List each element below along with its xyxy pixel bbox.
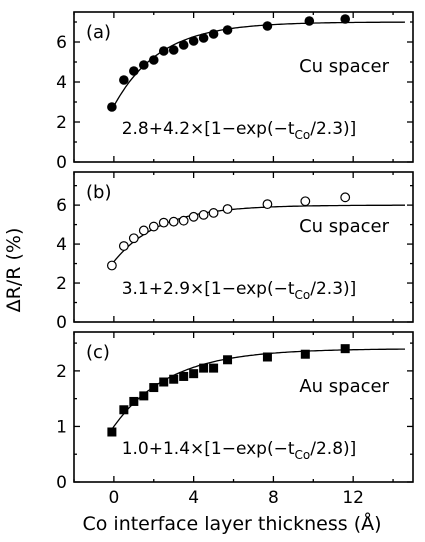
data-point [158,217,169,228]
x-tick-label: 4 [188,488,199,508]
data-point [179,371,189,381]
fit-formula-tail: /2.3)] [310,119,356,139]
data-point [138,225,149,236]
spacer-label: Cu spacer [299,216,390,237]
data-point [262,199,273,210]
data-point [222,204,233,214]
data-point [188,36,199,46]
fit-formula: 3.1+2.9×[1−exp(−tCo/2.3)] [122,279,357,302]
data-point [262,352,272,362]
data-point [139,391,149,401]
data-point [169,374,179,384]
data-point [149,383,159,393]
x-tick-label: 12 [342,488,364,508]
y-tick-label: 1 [56,417,67,437]
data-point [300,349,310,359]
data-point [107,427,117,437]
fit-formula-tail: /2.3)] [310,279,356,299]
panel-label: (a) [86,22,111,43]
data-point [222,25,233,35]
panel-c: 0 1 2 (c) Au spacer 1.0+1.4×[1−exp(−tCo/2.8)] [56,331,414,493]
y-tick-label: 6 [56,33,67,53]
data-point [198,33,209,43]
spacer-label: Cu spacer [299,56,390,77]
panel-label: (b) [86,182,111,203]
data-point [159,377,169,387]
panel-label: (c) [86,342,110,363]
data-point [148,55,159,65]
y-tick-label: 0 [56,473,67,493]
data-point [148,221,159,232]
y-tick-label: 4 [56,235,67,255]
y-tick-label: 4 [56,73,67,93]
data-point [129,396,139,406]
data-point [340,192,351,203]
data-point [168,45,179,55]
fit-formula-subscript: Co [295,288,311,302]
y-tick-label: 0 [56,153,67,173]
plot-frame [73,331,414,483]
data-point [158,46,169,56]
data-point [168,216,179,227]
spacer-label: Au spacer [299,376,389,397]
data-point [106,260,117,271]
y-axis-label: ΔR/R (%) [3,228,25,313]
fit-formula-main: 1.0+1.4×[1−exp(−t [122,439,295,459]
y-tick-label: 2 [56,113,67,133]
data-point [223,355,233,365]
x-tick-label: 0 [108,488,119,508]
fit-formula-subscript: Co [295,128,311,142]
data-point [209,363,219,373]
data-point [119,75,129,85]
data-point [138,60,149,70]
fit-formula-main: 3.1+2.9×[1−exp(−t [122,279,295,299]
data-point [340,14,351,24]
data-point [208,29,219,39]
data-point [340,344,350,354]
data-point [178,40,189,50]
data-point [300,196,311,207]
fit-formula-subscript: Co [295,448,311,462]
data-point [107,102,117,112]
plot-frame [73,11,414,163]
data-point [118,241,129,251]
panel-a: 0 2 4 6 (a) Cu spacer 2.8+4.2×[1−exp(−tCo/2.3)… [56,11,414,173]
data-point [129,66,139,76]
data-point [262,21,273,31]
y-tick-label: 2 [56,274,67,294]
data-point [178,215,189,226]
y-tick-label: 6 [56,196,67,216]
data-point [188,211,199,222]
panel-b: 0 2 4 6 (b) Cu spacer 3.1+2.9×[1−exp(−tCo/2.3)… [56,171,414,333]
x-tick-label: 8 [268,488,279,508]
fit-formula-main: 2.8+4.2×[1−exp(−t [122,119,295,139]
fit-formula-tail: /2.8)] [310,439,356,459]
data-point [208,208,219,218]
data-point [128,233,139,244]
plot-frame [73,171,414,323]
fit-formula: 2.8+4.2×[1−exp(−tCo/2.3)] [122,119,357,142]
data-point [119,405,129,415]
data-point [304,16,315,26]
data-point [198,209,209,220]
data-point [199,363,209,373]
fit-formula: 1.0+1.4×[1−exp(−tCo/2.8)] [122,439,357,462]
y-tick-label: 0 [56,313,67,333]
y-tick-label: 2 [56,362,67,382]
data-point [189,369,199,379]
x-axis-label: Co interface layer thickness (Å) [82,512,381,535]
